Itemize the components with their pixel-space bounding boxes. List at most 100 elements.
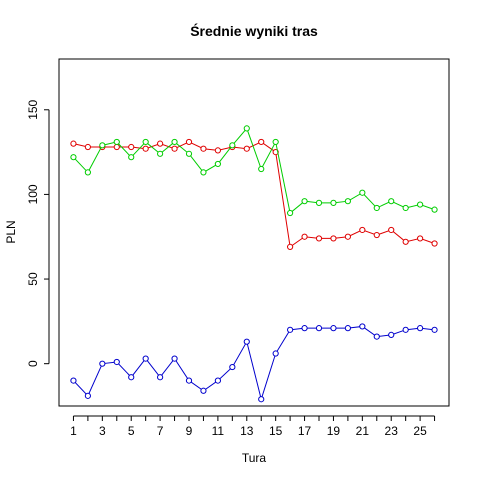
data-point <box>315 235 323 242</box>
data-point <box>359 189 366 196</box>
data-point <box>287 243 294 250</box>
data-point <box>157 374 164 381</box>
data-point <box>258 138 265 146</box>
x-tick-label: 21 <box>356 424 370 438</box>
data-point <box>359 323 366 330</box>
data-point <box>301 233 308 240</box>
data-point <box>243 338 250 345</box>
data-point <box>171 145 178 152</box>
data-point <box>185 377 193 384</box>
data-point <box>388 198 395 205</box>
data-point <box>315 199 323 206</box>
data-point <box>258 396 265 403</box>
data-point <box>330 325 337 332</box>
data-point <box>214 377 221 384</box>
data-point <box>214 147 221 154</box>
data-point <box>128 154 135 161</box>
data-point <box>84 169 91 176</box>
data-point <box>70 154 77 161</box>
x-tick-label: 1 <box>70 424 77 438</box>
data-point <box>99 142 106 149</box>
series-1 <box>70 138 438 250</box>
y-tick-label: 100 <box>26 184 40 204</box>
data-point <box>70 140 77 147</box>
x-tick-label: 9 <box>186 424 193 438</box>
data-point <box>431 240 438 247</box>
data-point <box>70 377 77 384</box>
x-tick-label: 5 <box>128 424 135 438</box>
data-point <box>229 142 236 149</box>
data-point <box>417 235 424 242</box>
data-point <box>330 235 337 242</box>
series-line <box>73 127 435 214</box>
data-point <box>431 206 438 213</box>
data-point <box>258 165 265 173</box>
data-point <box>113 358 120 366</box>
data-point <box>287 326 294 333</box>
data-point <box>157 140 164 147</box>
x-axis-label: Tura <box>242 451 267 465</box>
chart-title: Średnie wyniki tras <box>190 22 318 39</box>
data-point <box>344 198 351 205</box>
x-tick-label: 3 <box>99 424 106 438</box>
data-point <box>200 145 207 152</box>
data-point <box>417 201 424 208</box>
data-point <box>84 392 91 399</box>
data-point <box>243 145 250 152</box>
x-tick-label: 25 <box>413 424 427 438</box>
data-point <box>142 138 149 146</box>
data-point <box>402 204 409 212</box>
x-tick-label: 15 <box>269 424 283 438</box>
x-tick-label: 13 <box>240 424 254 438</box>
data-point <box>388 331 395 339</box>
data-point <box>344 233 351 240</box>
data-point <box>431 326 438 333</box>
data-point <box>128 143 135 151</box>
data-point <box>185 150 193 157</box>
data-point <box>113 143 120 151</box>
data-point <box>272 138 279 146</box>
x-tick-label: 11 <box>212 424 225 438</box>
x-tick-label: 7 <box>157 424 164 438</box>
data-point <box>388 226 395 234</box>
data-point <box>315 325 323 332</box>
data-point <box>301 325 308 332</box>
data-point <box>229 363 236 371</box>
y-tick-label: 50 <box>26 272 40 286</box>
data-point <box>113 138 120 146</box>
data-point <box>84 143 91 151</box>
data-point <box>344 325 351 332</box>
series-2 <box>70 125 438 217</box>
data-point <box>417 325 424 332</box>
series-3 <box>70 323 438 403</box>
data-point <box>185 138 193 146</box>
x-tick-label: 19 <box>327 424 341 438</box>
data-point <box>287 209 294 217</box>
y-tick-label: 0 <box>26 360 40 367</box>
y-axis-label: PLN <box>4 220 18 243</box>
data-point <box>373 333 380 340</box>
data-point <box>200 387 207 394</box>
data-point <box>373 204 380 212</box>
plot-box <box>58 58 450 407</box>
data-point <box>128 374 135 381</box>
data-point <box>402 238 409 245</box>
data-point <box>402 326 409 333</box>
data-point <box>272 350 279 357</box>
series-layer <box>70 125 438 403</box>
y-tick-label: 150 <box>26 99 40 119</box>
data-point <box>171 355 178 362</box>
data-point <box>301 198 308 205</box>
x-tick-label: 17 <box>298 424 312 438</box>
data-point <box>142 355 149 362</box>
data-point <box>99 360 106 367</box>
data-point <box>171 138 178 146</box>
data-point <box>200 169 207 176</box>
data-point <box>373 231 380 239</box>
data-point <box>330 199 337 206</box>
data-point <box>142 145 149 152</box>
data-point <box>157 150 164 157</box>
